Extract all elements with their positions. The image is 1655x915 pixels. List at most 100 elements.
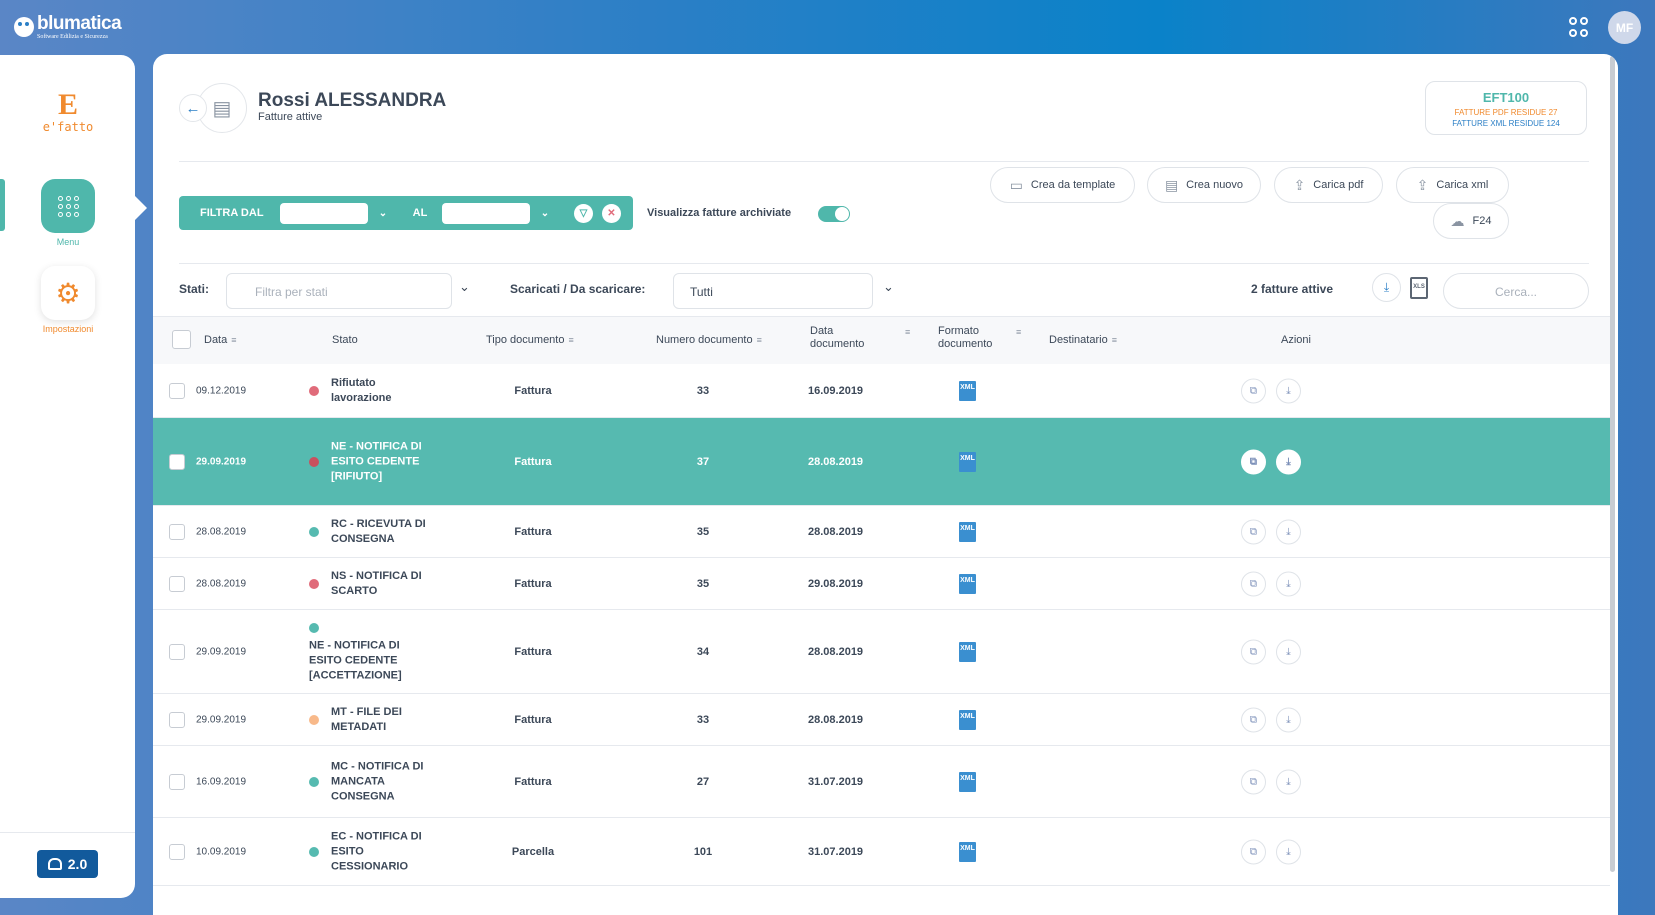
column-header-destinatario[interactable]: Destinatario ≡ (1049, 334, 1117, 346)
xml-file-icon[interactable]: XML (959, 841, 976, 862)
side-divider (0, 832, 135, 833)
download-all-button[interactable]: ⤓ (1372, 273, 1401, 302)
xml-file-icon[interactable]: XML (959, 771, 976, 792)
divider (179, 263, 1589, 264)
row-checkbox[interactable] (169, 382, 185, 399)
table-row[interactable]: 10.09.2019 EC - NOTIFICA DI ESITO CESSION… (153, 818, 1610, 886)
upload-xml-button[interactable]: ⇪ Carica xml (1396, 167, 1509, 203)
efatto-logo[interactable]: E e'fatto (42, 90, 94, 135)
version-icon (47, 858, 62, 870)
version-badge[interactable]: 2.0 (37, 850, 98, 878)
filter-from-input[interactable] (280, 202, 368, 224)
close-icon: ✕ (607, 207, 616, 219)
duplicate-button[interactable]: ⧉ (1241, 449, 1266, 474)
status-dot (309, 456, 319, 467)
blumatica-logo[interactable]: blumatica Software Edilizia e Sicurezza (14, 14, 122, 40)
chevron-down-icon[interactable]: ⌄ (459, 279, 470, 294)
sort-icon[interactable]: ≡ (1016, 327, 1022, 337)
f24-button[interactable]: ☁ F24 (1433, 203, 1509, 239)
xml-file-icon[interactable]: XML (959, 451, 976, 472)
f24-label: F24 (1472, 215, 1492, 227)
credits-box: EFT100 FATTURE PDF RESIDUE 27 FATTURE XM… (1425, 81, 1587, 135)
xml-file-icon[interactable]: XML (959, 641, 976, 662)
download-button[interactable]: ⤓ (1276, 769, 1301, 794)
column-header-data[interactable]: Data ≡ (204, 334, 237, 346)
column-header-numero[interactable]: Numero documento ≡ (656, 334, 762, 346)
row-status: EC - NOTIFICA DI ESITO CESSIONARIO (331, 830, 422, 872)
chevron-down-icon[interactable]: ⌄ (540, 207, 550, 219)
xml-file-icon[interactable]: XML (959, 573, 976, 594)
sort-icon[interactable]: ≡ (231, 335, 237, 345)
archive-toggle[interactable] (818, 206, 850, 222)
xml-file-icon[interactable]: XML (959, 521, 976, 542)
row-checkbox[interactable] (169, 575, 185, 592)
search-input[interactable]: Cerca... (1443, 273, 1589, 309)
select-all-checkbox[interactable] (172, 330, 191, 349)
duplicate-button[interactable]: ⧉ (1241, 519, 1266, 544)
upload-icon: ⇪ (1416, 176, 1429, 193)
filter-to-input[interactable] (442, 202, 530, 224)
download-button[interactable]: ⤓ (1276, 639, 1301, 664)
row-checkbox[interactable] (169, 843, 185, 860)
vertical-scrollbar[interactable] (1610, 56, 1615, 872)
status-dot (309, 526, 319, 537)
duplicate-button[interactable]: ⧉ (1241, 571, 1266, 596)
download-button[interactable]: ⤓ (1276, 571, 1301, 596)
sort-icon[interactable]: ≡ (568, 335, 574, 345)
download-button[interactable]: ⤓ (1276, 707, 1301, 732)
row-checkbox[interactable] (169, 773, 185, 790)
copy-icon: ⧉ (1249, 714, 1258, 725)
row-checkbox[interactable] (169, 643, 185, 660)
scaricati-select[interactable]: Tutti (673, 273, 873, 309)
divider (179, 161, 1589, 162)
duplicate-button[interactable]: ⧉ (1241, 378, 1266, 403)
settings-button[interactable]: ⚙ (41, 266, 95, 320)
download-button[interactable]: ⤓ (1276, 839, 1301, 864)
status-dot (309, 578, 319, 589)
duplicate-button[interactable]: ⧉ (1241, 639, 1266, 664)
create-new-button[interactable]: ▤ Crea nuovo (1147, 167, 1261, 203)
duplicate-button[interactable]: ⧉ (1241, 839, 1266, 864)
create-from-template-button[interactable]: ▭ Crea da template (990, 167, 1135, 203)
copy-icon: ⧉ (1249, 578, 1258, 589)
chevron-down-icon[interactable]: ⌄ (883, 279, 894, 294)
table-row[interactable]: 16.09.2019 MC - NOTIFICA DI MANCATA CONSE… (153, 746, 1610, 818)
table-row[interactable]: 29.09.2019 NE - NOTIFICA DI ESITO CEDENTE… (153, 418, 1610, 506)
row-checkbox[interactable] (169, 523, 185, 540)
row-tipo-documento: Fattura (514, 713, 552, 726)
table-row[interactable]: 29.09.2019 MT - FILE DEI METADATI Fattura 3… (153, 694, 1610, 746)
stati-filter-select[interactable]: Filtra per stati (226, 273, 452, 309)
column-header-data-documento[interactable]: Data documento (810, 325, 865, 350)
user-avatar[interactable]: MF (1608, 11, 1641, 44)
credits-xml-remaining: FATTURE XML RESIDUE 124 (1452, 119, 1560, 128)
table-row[interactable]: 09.12.2019 Rifiutato lavorazione Fattura 33… (153, 364, 1610, 418)
table-row[interactable]: 28.08.2019 RC - RICEVUTA DI CONSEGNA Fattu… (153, 506, 1610, 558)
column-header-tipo[interactable]: Tipo documento ≡ (486, 334, 574, 346)
row-checkbox[interactable] (169, 711, 185, 728)
row-checkbox[interactable] (169, 453, 185, 470)
sort-icon[interactable]: ≡ (905, 327, 911, 337)
xml-file-icon[interactable]: XML (959, 380, 976, 401)
table-header: Data ≡ Stato Tipo documento ≡ Numero docum… (153, 316, 1610, 364)
download-button[interactable]: ⤓ (1276, 378, 1301, 403)
upload-pdf-button[interactable]: ⇪ Carica pdf (1274, 167, 1383, 203)
table-row[interactable]: 29.09.2019 NE - NOTIFICA DI ESITO CEDENTE… (153, 610, 1610, 694)
chevron-down-icon[interactable]: ⌄ (378, 207, 388, 219)
sort-icon[interactable]: ≡ (756, 335, 762, 345)
download-button[interactable]: ⤓ (1276, 449, 1301, 474)
duplicate-button[interactable]: ⧉ (1241, 769, 1266, 794)
table-row[interactable]: 28.08.2019 NS - NOTIFICA DI SCARTO Fattura… (153, 558, 1610, 610)
row-tipo-documento: Fattura (514, 577, 552, 590)
download-button[interactable]: ⤓ (1276, 519, 1301, 544)
filter-clear-button[interactable]: ✕ (602, 203, 621, 223)
sort-icon[interactable]: ≡ (1111, 335, 1117, 345)
duplicate-button[interactable]: ⧉ (1241, 707, 1266, 732)
copy-icon: ⧉ (1249, 646, 1258, 657)
menu-button[interactable] (41, 179, 95, 233)
export-excel-icon[interactable]: XLS (1410, 277, 1428, 299)
column-header-formato[interactable]: Formato documento (938, 325, 993, 350)
apps-grid-icon[interactable] (1569, 17, 1589, 37)
back-button[interactable]: ← (179, 94, 207, 122)
xml-file-icon[interactable]: XML (959, 709, 976, 730)
filter-apply-button[interactable]: ▽ (574, 203, 593, 223)
